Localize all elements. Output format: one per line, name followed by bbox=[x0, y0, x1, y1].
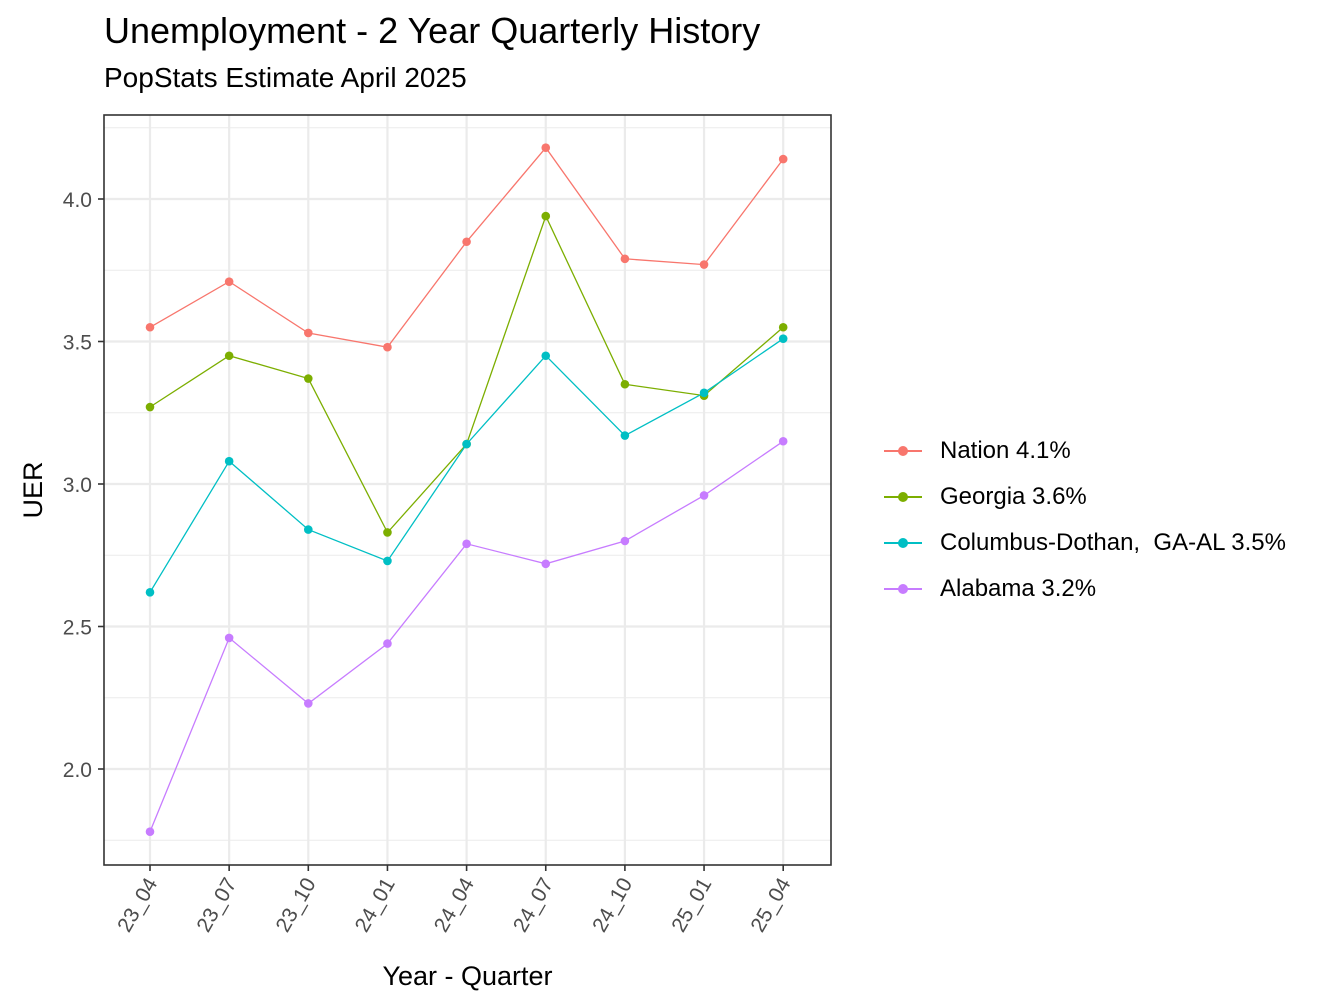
data-point bbox=[699, 260, 709, 269]
legend-label: Georgia 3.6% bbox=[940, 483, 1087, 510]
x-tick-label: 24_10 bbox=[588, 874, 637, 936]
y-axis-title: UER bbox=[18, 461, 48, 518]
x-tick-label: 23_07 bbox=[192, 874, 241, 936]
data-point bbox=[778, 334, 788, 343]
x-tick-label: 24_07 bbox=[509, 874, 558, 936]
legend-line-point-icon bbox=[880, 533, 926, 553]
x-tick-label: 24_04 bbox=[430, 874, 479, 936]
y-tick-label: 3.0 bbox=[63, 474, 92, 497]
data-point bbox=[224, 277, 234, 286]
legend-line-point-icon bbox=[880, 441, 926, 461]
plot-border bbox=[103, 114, 832, 866]
data-point bbox=[541, 351, 551, 361]
data-point bbox=[541, 559, 551, 569]
x-tick-label: 23_10 bbox=[272, 874, 321, 936]
data-point bbox=[383, 556, 392, 566]
data-point bbox=[541, 211, 551, 221]
legend-item: Georgia 3.6% bbox=[880, 474, 1286, 520]
y-tick-label: 2.0 bbox=[63, 759, 92, 782]
data-point bbox=[145, 827, 155, 836]
data-point bbox=[383, 342, 392, 352]
data-point bbox=[462, 237, 471, 247]
data-point bbox=[620, 536, 630, 546]
data-point bbox=[224, 633, 234, 643]
y-tick-label: 4.0 bbox=[63, 189, 92, 212]
y-tick-label: 3.5 bbox=[63, 332, 92, 355]
data-point bbox=[304, 374, 313, 383]
data-point bbox=[145, 322, 155, 332]
data-point bbox=[383, 528, 392, 537]
data-point bbox=[462, 539, 471, 549]
legend: Nation 4.1% Georgia 3.6% Columbus-Dothan, … bbox=[880, 428, 1286, 612]
legend-line-point-icon bbox=[880, 487, 926, 507]
data-point bbox=[224, 351, 234, 361]
legend-label: Alabama 3.2% bbox=[940, 575, 1097, 602]
data-point bbox=[145, 588, 155, 597]
y-tick-label: 2.5 bbox=[63, 617, 92, 640]
data-point bbox=[620, 431, 630, 440]
data-point bbox=[304, 699, 313, 708]
x-axis-title: Year - Quarter bbox=[382, 961, 552, 991]
data-point bbox=[224, 456, 234, 466]
legend-item: Columbus-Dothan, GA-AL 3.5% bbox=[880, 520, 1286, 566]
data-point bbox=[304, 525, 313, 534]
x-tick-label: 24_01 bbox=[351, 874, 400, 936]
data-point bbox=[145, 402, 155, 412]
data-point bbox=[778, 154, 788, 164]
data-point bbox=[620, 379, 630, 389]
x-tick-label: 23_04 bbox=[113, 874, 162, 936]
data-point bbox=[699, 388, 709, 398]
chart-subtitle: PopStats Estimate April 2025 bbox=[104, 62, 467, 93]
legend-label: Nation 4.1% bbox=[940, 437, 1071, 464]
data-point bbox=[699, 491, 709, 500]
data-point bbox=[778, 322, 788, 332]
legend-item: Nation 4.1% bbox=[880, 428, 1286, 474]
data-point bbox=[462, 439, 471, 449]
legend-line-point-icon bbox=[880, 579, 926, 599]
data-point bbox=[620, 254, 630, 264]
x-tick-label: 25_01 bbox=[667, 874, 716, 936]
legend-label: Columbus-Dothan, GA-AL 3.5% bbox=[940, 529, 1286, 556]
data-point bbox=[304, 328, 313, 338]
data-point bbox=[541, 143, 551, 152]
data-point bbox=[383, 639, 392, 648]
data-point bbox=[778, 436, 788, 446]
legend-item: Alabama 3.2% bbox=[880, 566, 1286, 612]
chart-title: Unemployment - 2 Year Quarterly History bbox=[104, 10, 761, 51]
x-tick-label: 25_04 bbox=[746, 874, 795, 936]
